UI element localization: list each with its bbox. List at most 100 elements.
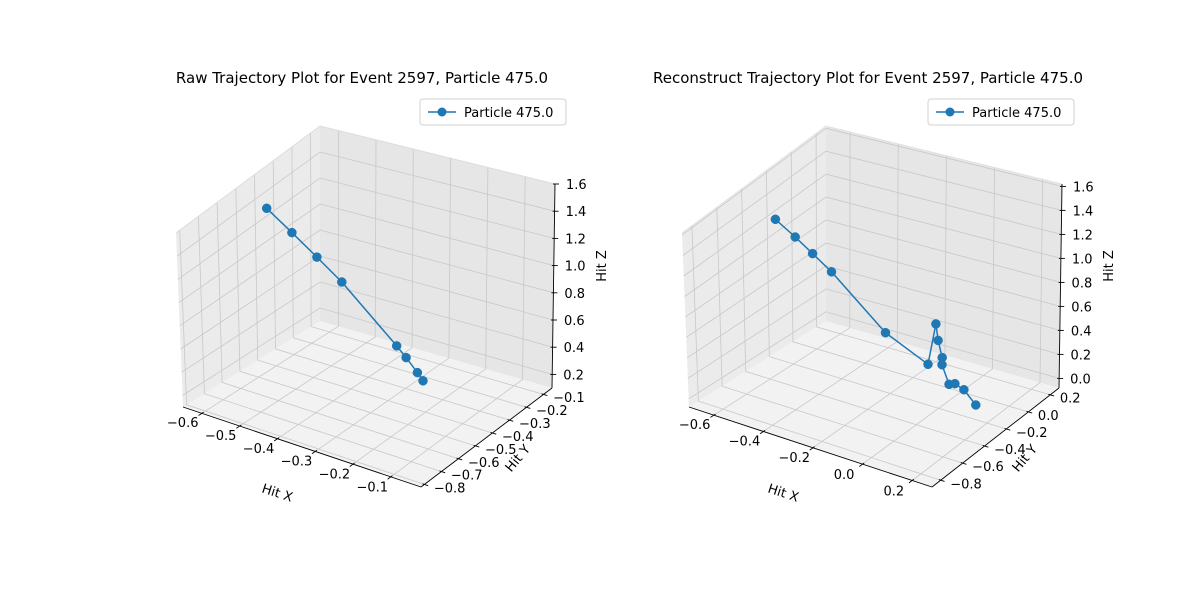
x-tick-label: −0.3 [281,455,313,470]
pane-edge [681,125,827,234]
z-tick-label: 0.6 [564,314,585,329]
legend-box [927,98,1075,126]
z-grid-line [178,203,554,303]
data-point [937,359,947,370]
y-grid-line [254,174,493,434]
y-tick-label: 0.0 [1038,409,1059,424]
y-grid-line [216,202,459,460]
x-tick-mark [198,411,204,416]
chart-title: Raw Trajectory Plot for Event 2597, Part… [176,69,548,87]
legend-label: Particle 475.0 [464,106,553,121]
left-pane [176,126,320,407]
y-grid-line [198,216,442,472]
z-tick-label: 0.8 [564,287,585,302]
y-tick-label: −0.8 [950,477,982,492]
y-tick-label: −0.4 [994,443,1026,458]
z-grid-line [684,196,1062,297]
x-axis-label: Hit X [766,482,801,506]
x-tick-label: −0.1 [357,481,389,496]
data-point [391,341,402,351]
y-tick-mark [1048,393,1055,397]
data-point [418,376,428,386]
y-grid-line [179,230,425,485]
legend-label: Particle 475.0 [972,106,1061,121]
floor-pane [689,321,1059,487]
data-point [401,352,411,363]
z-tick-label: 0.2 [563,368,584,383]
y-tick-label: −0.4 [502,430,534,445]
legend-marker [437,107,447,117]
y-grid-line [815,133,1051,396]
x-axis-line [182,406,422,488]
z-grid-line [688,311,1060,400]
chart-title: Reconstruct Trajectory Plot for Event 25… [653,69,1083,87]
z-axis-line [551,183,556,389]
y-grid-line [716,207,963,464]
y-grid-line [272,160,510,421]
x-tick-mark [311,449,318,455]
x-tick-label: −0.5 [205,429,237,444]
z-tick-label: 1.6 [566,178,587,193]
data-point [959,384,969,395]
z-tick-label: 1.6 [1073,180,1094,195]
data-point [337,277,347,287]
y-tick-label: 0.2 [1060,392,1081,407]
z-tick-label: 1.2 [1072,228,1093,243]
data-point [807,248,818,259]
legend-marker [945,107,955,117]
z-tick-label: 1.0 [565,260,586,275]
pane-edge [175,125,321,234]
z-tick-label: 0.6 [1071,300,1092,315]
x-grid-line [239,139,377,427]
data-point [880,327,891,338]
y-grid-line [310,132,544,395]
y-tick-label: −0.6 [468,456,500,471]
reconstruct-trajectory-plot: −0.6−0.4−0.20.00.2 −0.8−0.6−0.4−0.20.00.2… [653,69,1117,506]
y-tick-mark [938,479,945,482]
z-tick-label: 0.0 [1070,372,1091,387]
x-tick-label: 0.2 [884,484,905,499]
data-point [312,252,322,262]
z-grid-line [176,151,555,257]
y-tick-mark [524,406,531,409]
z-tick-label: 0.8 [1072,276,1093,291]
x-tick-label: −0.2 [778,451,810,466]
data-point [412,367,423,378]
x-tick-mark [349,462,355,467]
x-tick-label: −0.4 [729,435,761,450]
z-grid-line [685,242,1061,338]
floor-pane [183,321,552,487]
y-grid-line [235,188,476,447]
x-tick-mark [387,475,393,480]
z-grid-line [685,219,1061,318]
data-point [287,227,297,238]
z-grid-line [687,288,1060,379]
y-grid-line [766,170,1007,430]
y-tick-mark [439,470,446,474]
y-tick-label: −0.3 [519,417,551,432]
z-tick-label: 0.2 [1070,348,1091,363]
x-grid-line [911,179,1044,481]
legend-box [419,98,567,126]
raw-trajectory-plot: −0.6−0.5−0.4−0.3−0.2−0.1 −0.8−0.7−0.6−0.5… [167,69,610,506]
back-pane [320,126,555,388]
pane-edge [825,125,1063,185]
pane-edge [319,125,556,185]
y-grid-line [691,225,941,481]
y-tick-label: −0.2 [536,404,568,419]
y-tick-label: −0.6 [972,460,1004,475]
z-grid-line [181,281,553,373]
back-pane [826,126,1062,388]
y-tick-mark [982,445,989,448]
y-tick-mark [473,444,480,448]
x-grid-line [314,158,451,452]
data-point [931,319,941,329]
y-axis-line [420,387,553,488]
data-point [933,335,943,346]
y-tick-label: −0.8 [434,482,466,497]
y-tick-label: −0.2 [1016,426,1048,441]
y-tick-mark [422,483,429,487]
x-tick-mark [759,430,766,435]
x-grid-line [352,167,489,465]
